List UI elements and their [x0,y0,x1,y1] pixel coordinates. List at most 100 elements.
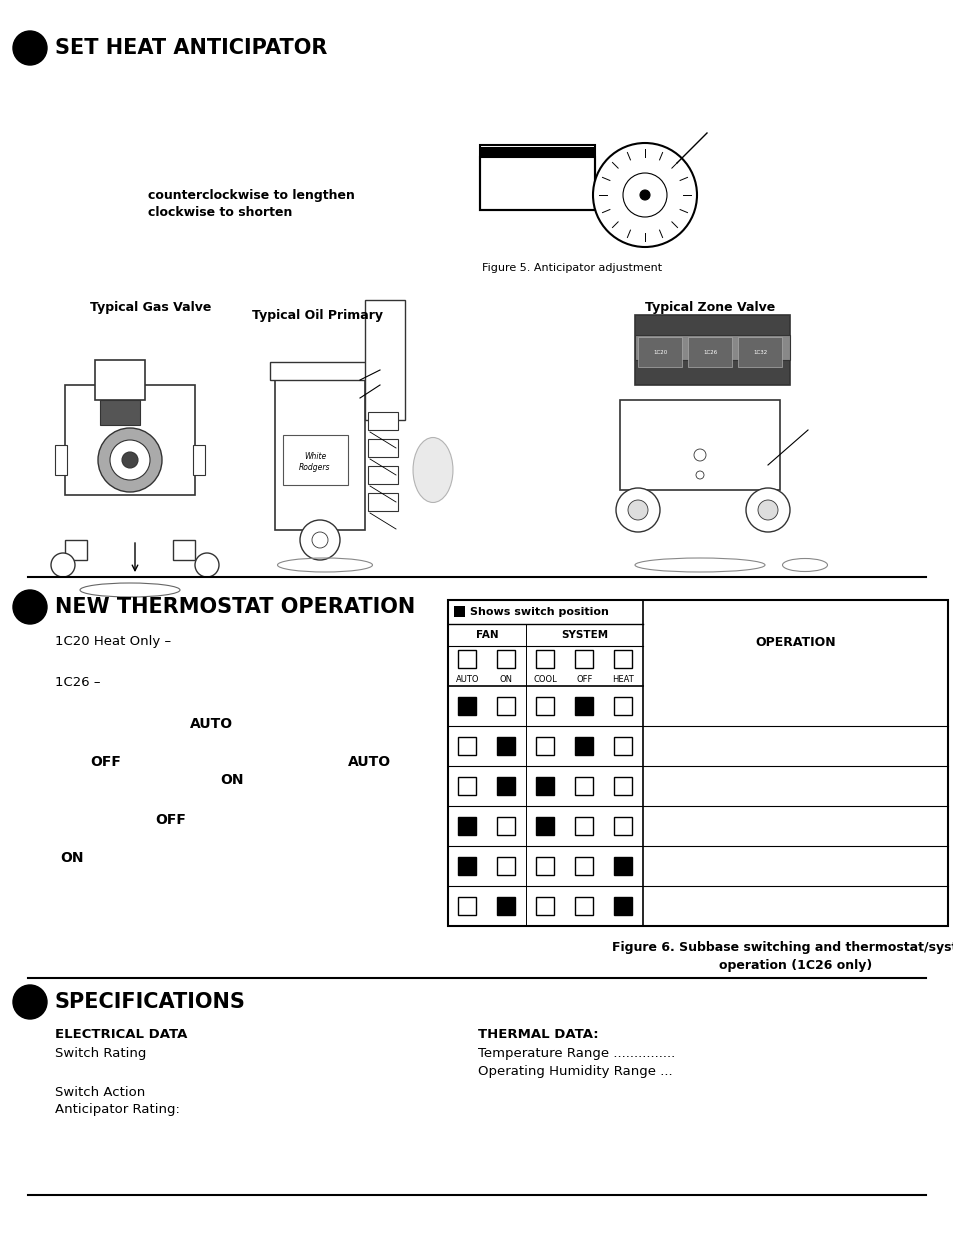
Text: SPECIFICATIONS: SPECIFICATIONS [55,992,246,1011]
Text: operation (1C26 only): operation (1C26 only) [719,958,871,972]
Bar [458,897,476,915]
Bar [536,737,554,755]
Bar [95,359,145,400]
Text: COOL: COOL [533,674,557,683]
Text: 1C26 –: 1C26 – [55,677,100,689]
Text: Typical Zone Valve: Typical Zone Valve [644,301,774,315]
Circle shape [110,440,150,480]
Bar [368,438,397,457]
Bar [536,818,554,835]
Circle shape [627,500,647,520]
Bar [635,315,789,385]
Bar [368,466,397,484]
Circle shape [745,488,789,532]
Circle shape [13,986,47,1019]
Bar [614,650,632,668]
Text: White
Rodgers: White Rodgers [299,452,331,472]
Bar [497,650,515,668]
Bar [479,144,595,210]
Text: NEW THERMOSTAT OPERATION: NEW THERMOSTAT OPERATION [55,597,415,618]
Circle shape [312,532,328,548]
Circle shape [13,590,47,624]
Text: Switch Rating: Switch Rating [55,1047,146,1061]
Circle shape [98,429,162,492]
Bar [536,897,554,915]
Bar [497,818,515,835]
Bar [536,650,554,668]
Text: clockwise to shorten: clockwise to shorten [148,206,292,220]
Bar [738,337,781,367]
Text: Typical Oil Primary: Typical Oil Primary [253,309,383,321]
Bar [458,818,476,835]
Bar [65,385,194,495]
Circle shape [758,500,778,520]
Text: ON: ON [60,851,84,864]
Text: Figure 5. Anticipator adjustment: Figure 5. Anticipator adjustment [481,263,661,273]
Bar [454,606,464,618]
Circle shape [616,488,659,532]
Bar [55,445,67,475]
Bar [497,897,515,915]
Text: THERMAL DATA:: THERMAL DATA: [477,1029,598,1041]
Bar [619,400,780,490]
Bar [458,697,476,715]
Text: Figure 6. Subbase switching and thermostat/system: Figure 6. Subbase switching and thermost… [612,941,953,955]
Bar [479,157,595,210]
Bar [614,857,632,876]
Bar [614,897,632,915]
Text: SET HEAT ANTICIPATOR: SET HEAT ANTICIPATOR [55,38,327,58]
Text: ON: ON [499,674,513,683]
Circle shape [299,520,339,559]
Text: Operating Humidity Range ...: Operating Humidity Range ... [477,1065,672,1077]
Text: OPERATION: OPERATION [755,636,835,650]
Circle shape [693,450,705,461]
Text: 1C32: 1C32 [752,351,766,356]
Bar [575,697,593,715]
Bar [458,777,476,795]
Text: AUTO: AUTO [456,674,478,683]
Bar [575,897,593,915]
Bar [100,400,140,425]
Text: OFF: OFF [576,674,592,683]
Circle shape [639,190,649,200]
Bar [65,540,87,559]
Bar [497,697,515,715]
Circle shape [51,553,75,577]
Bar [638,337,681,367]
Circle shape [122,452,138,468]
Bar [614,818,632,835]
Circle shape [194,553,219,577]
Text: ELECTRICAL DATA: ELECTRICAL DATA [55,1029,187,1041]
Circle shape [696,471,703,479]
Bar [575,818,593,835]
Text: OFF: OFF [90,755,121,769]
Bar [193,445,205,475]
Bar [635,335,789,359]
Bar [497,857,515,876]
Text: Shows switch position: Shows switch position [470,606,608,618]
Bar [497,737,515,755]
Text: FAN: FAN [476,630,497,640]
Bar [458,650,476,668]
Text: Anticipator Rating:: Anticipator Rating: [55,1104,180,1116]
Bar [458,737,476,755]
Bar [368,412,397,430]
Bar [536,857,554,876]
Bar [458,857,476,876]
Circle shape [593,143,697,247]
Text: Switch Action: Switch Action [55,1087,145,1099]
Text: 1C26: 1C26 [702,351,717,356]
Bar [575,777,593,795]
Text: SYSTEM: SYSTEM [560,630,607,640]
Bar [536,697,554,715]
Circle shape [622,173,666,217]
Bar [274,370,365,530]
Text: 1C20: 1C20 [652,351,666,356]
Bar [614,697,632,715]
Bar [283,435,348,485]
Ellipse shape [413,437,453,503]
Bar [479,147,595,157]
Text: HEAT: HEAT [612,674,634,683]
Bar [536,777,554,795]
Bar [497,777,515,795]
